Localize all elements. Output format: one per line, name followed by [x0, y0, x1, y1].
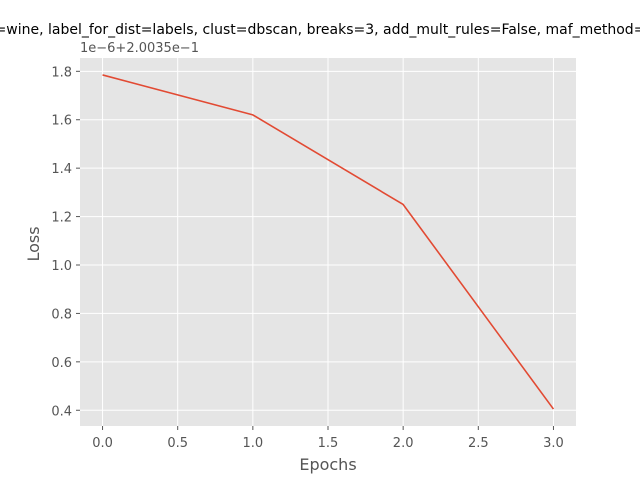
y-tick-label: 0.8: [51, 307, 72, 322]
series-group: [102, 74, 555, 410]
x-tick-label: 1.0: [243, 436, 264, 451]
grid-lines: [80, 58, 576, 426]
y-tick-label: 1.6: [51, 114, 72, 129]
y-axis-ticks: 0.4 0.6 0.8 1.0 1.2 1.4 1.6 1.8: [51, 65, 80, 419]
x-tick-label: 0.5: [167, 436, 188, 451]
y-tick-label: 0.6: [51, 356, 72, 371]
y-tick-label: 0.4: [51, 404, 72, 419]
x-tick-label: 1.5: [318, 436, 339, 451]
x-axis-label: Epochs: [299, 455, 356, 474]
x-tick-label: 2.5: [468, 436, 489, 451]
series-line: [102, 74, 555, 410]
x-tick-label: 0.0: [92, 436, 113, 451]
x-tick-label: 3.0: [543, 436, 564, 451]
y-tick-label: 1.8: [51, 65, 72, 80]
y-offset-text: 1e−6+2.0035e−1: [80, 41, 199, 56]
x-axis-ticks: 0.0 0.5 1.0 1.5 2.0 2.5 3.0: [92, 426, 564, 451]
chart-title: =wine, label_for_dist=labels, clust=dbsc…: [0, 22, 640, 38]
y-tick-label: 1.0: [51, 259, 72, 274]
x-tick-label: 2.0: [393, 436, 414, 451]
y-axis-label: Loss: [24, 226, 43, 261]
y-tick-label: 1.4: [51, 162, 72, 177]
y-tick-label: 1.2: [51, 211, 72, 226]
